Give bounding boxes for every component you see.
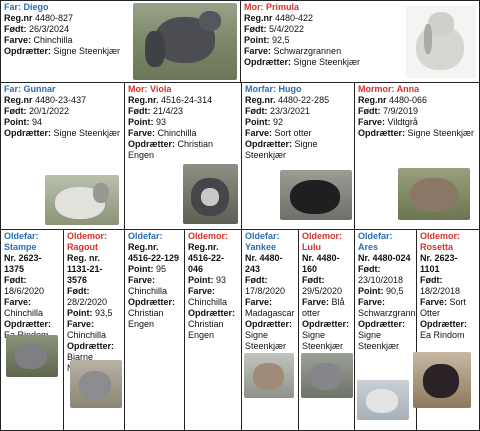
mor-name: Primula bbox=[266, 2, 300, 12]
ancestor-name: Yankee bbox=[245, 242, 277, 252]
ancestor-name: Stampe bbox=[4, 242, 37, 252]
farmor-name: Viola bbox=[150, 84, 172, 94]
ancestor-name: Lulu bbox=[302, 242, 321, 252]
farfar-name: Gunnar bbox=[23, 84, 56, 94]
farfar-cell: Far: Gunnar Reg.nr 4480-23-437 Født: 20/… bbox=[0, 82, 125, 230]
farmor-rabbit-photo bbox=[183, 164, 238, 224]
mormor-name: Anna bbox=[396, 84, 420, 94]
far-color: Chinchilla bbox=[33, 35, 73, 45]
ancestor-cell-4: Oldemor: Reg.nr. 4516-22-046 Point: 93 Farv… bbox=[184, 229, 242, 431]
ancestor-rabbit-photo-8 bbox=[413, 352, 471, 408]
far-born: 26/3/2024 bbox=[29, 24, 70, 34]
ancestor-cell-5: Oldefar: Yankee Nr. 4480-243 Født: 17/8/202… bbox=[241, 229, 299, 431]
ancestor-cell-1: Oldefar: Stampe Nr. 2623-1375 Født: 18/6/20… bbox=[0, 229, 64, 431]
far-rabbit-photo bbox=[133, 3, 237, 80]
ancestor-name: Ragout bbox=[67, 242, 98, 252]
ancestor-name: Rosetta bbox=[420, 242, 454, 252]
far-name: Diego bbox=[23, 2, 49, 12]
ancestor-rabbit-photo-5 bbox=[244, 353, 294, 398]
mor-role: Mor: bbox=[244, 2, 264, 12]
far-role: Far: bbox=[4, 2, 22, 12]
farfar-rabbit-photo bbox=[45, 175, 119, 225]
ancestor-rabbit-photo-6 bbox=[301, 353, 353, 398]
ancestor-rabbit-photo-1 bbox=[6, 335, 58, 377]
ancestor-rabbit-photo-2 bbox=[70, 360, 122, 408]
morfar-name: Hugo bbox=[278, 84, 302, 94]
mormor-rabbit-photo bbox=[398, 168, 470, 220]
ancestor-cell-8: Oldemor: Rosetta Nr. 2623-1101 Født: 18/2/2… bbox=[416, 229, 480, 431]
ancestor-rabbit-photo-7 bbox=[357, 380, 409, 420]
morfar-rabbit-photo bbox=[280, 170, 352, 220]
ancestor-cell-3: Oldefar: Reg.nr. 4516-22-129 Point: 95 Farv… bbox=[124, 229, 185, 431]
farmor-cell: Mor: Viola Reg.nr. 4516-24-314 Født: 21/… bbox=[124, 82, 242, 230]
ancestor-cell-6: Oldemor: Lulu Nr. 4480-160 Født: 29/5/2020 F… bbox=[298, 229, 355, 431]
ancestor-name: Ares bbox=[358, 242, 379, 252]
far-reg: 4480-827 bbox=[35, 13, 74, 23]
morfar-cell: Morfar: Hugo Reg.nr. 4480-22-285 Født: 2… bbox=[241, 82, 355, 230]
mor-rabbit-photo bbox=[406, 6, 476, 78]
far-breeder: Signe Steenkjær bbox=[53, 46, 121, 56]
